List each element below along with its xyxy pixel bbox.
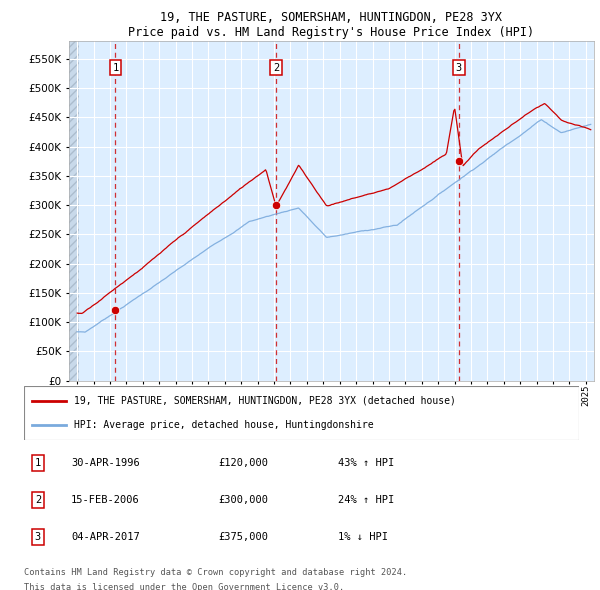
Text: 43% ↑ HPI: 43% ↑ HPI [338, 458, 394, 468]
Text: HPI: Average price, detached house, Huntingdonshire: HPI: Average price, detached house, Hunt… [74, 420, 374, 430]
Text: 2: 2 [35, 495, 41, 505]
Text: 1% ↓ HPI: 1% ↓ HPI [338, 532, 388, 542]
Text: 30-APR-1996: 30-APR-1996 [71, 458, 140, 468]
Bar [69, 41, 79, 381]
Text: 04-APR-2017: 04-APR-2017 [71, 532, 140, 542]
Text: £120,000: £120,000 [218, 458, 268, 468]
Text: Contains HM Land Registry data © Crown copyright and database right 2024.: Contains HM Land Registry data © Crown c… [24, 568, 407, 576]
Title: 19, THE PASTURE, SOMERSHAM, HUNTINGDON, PE28 3YX
Price paid vs. HM Land Registry: 19, THE PASTURE, SOMERSHAM, HUNTINGDON, … [128, 11, 535, 39]
Text: This data is licensed under the Open Government Licence v3.0.: This data is licensed under the Open Gov… [24, 583, 344, 590]
Text: 15-FEB-2006: 15-FEB-2006 [71, 495, 140, 505]
Text: 3: 3 [35, 532, 41, 542]
Text: 1: 1 [35, 458, 41, 468]
Text: 24% ↑ HPI: 24% ↑ HPI [338, 495, 394, 505]
Text: 3: 3 [455, 63, 462, 73]
Text: £375,000: £375,000 [218, 532, 268, 542]
FancyBboxPatch shape [24, 386, 579, 440]
Text: 1: 1 [112, 63, 119, 73]
Text: 19, THE PASTURE, SOMERSHAM, HUNTINGDON, PE28 3YX (detached house): 19, THE PASTURE, SOMERSHAM, HUNTINGDON, … [74, 396, 456, 406]
Text: £300,000: £300,000 [218, 495, 268, 505]
Text: 2: 2 [273, 63, 279, 73]
